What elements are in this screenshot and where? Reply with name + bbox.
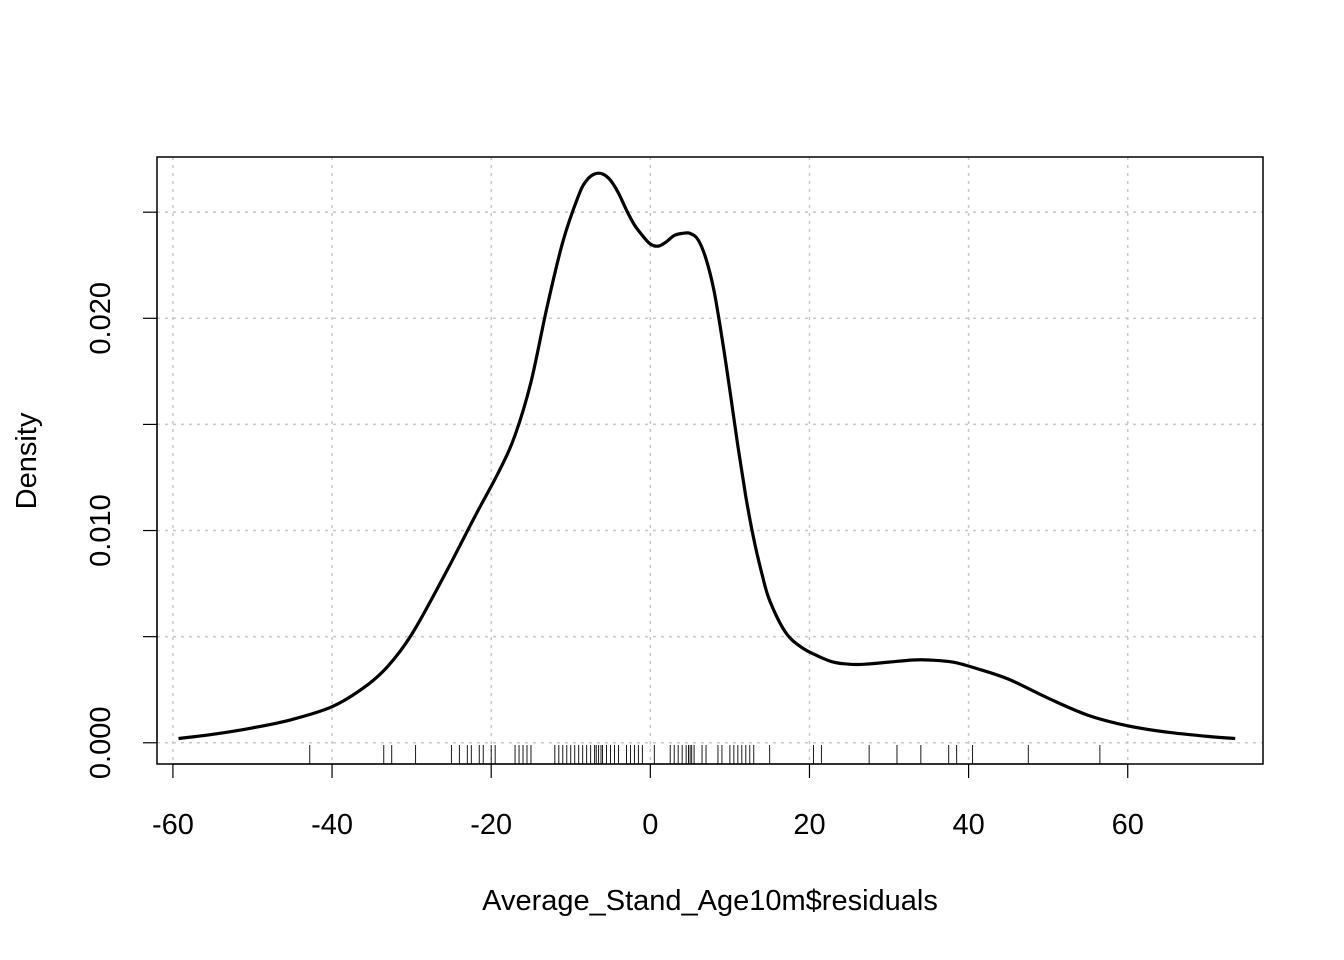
plot-frame: [156, 156, 1264, 765]
y-tick-label: 0.000: [85, 706, 117, 779]
x-tick-label: 20: [793, 809, 825, 841]
y-tick-label: 0.010: [85, 494, 117, 567]
density-curve: [178, 171, 1236, 741]
x-tick-label: -60: [152, 809, 194, 841]
x-tick-label: -20: [470, 809, 512, 841]
x-tick-label: -40: [311, 809, 353, 841]
x-axis-label: Average_Stand_Age10m$residuals: [482, 885, 938, 917]
y-axis-label: Density: [11, 412, 43, 509]
x-tick-label: 0: [642, 809, 658, 841]
density-curve-layer: [178, 171, 1236, 741]
grid-lines: [157, 157, 1263, 764]
x-tick-label: 60: [1112, 809, 1144, 841]
y-axis: 0.000 0.010 0.020: [85, 211, 158, 779]
rug-marks: [309, 745, 1101, 764]
y-tick-label: 0.020: [85, 282, 117, 355]
x-axis: -60 -40 -20 0 20 40 60: [152, 763, 1144, 841]
x-tick-label: 40: [952, 809, 984, 841]
